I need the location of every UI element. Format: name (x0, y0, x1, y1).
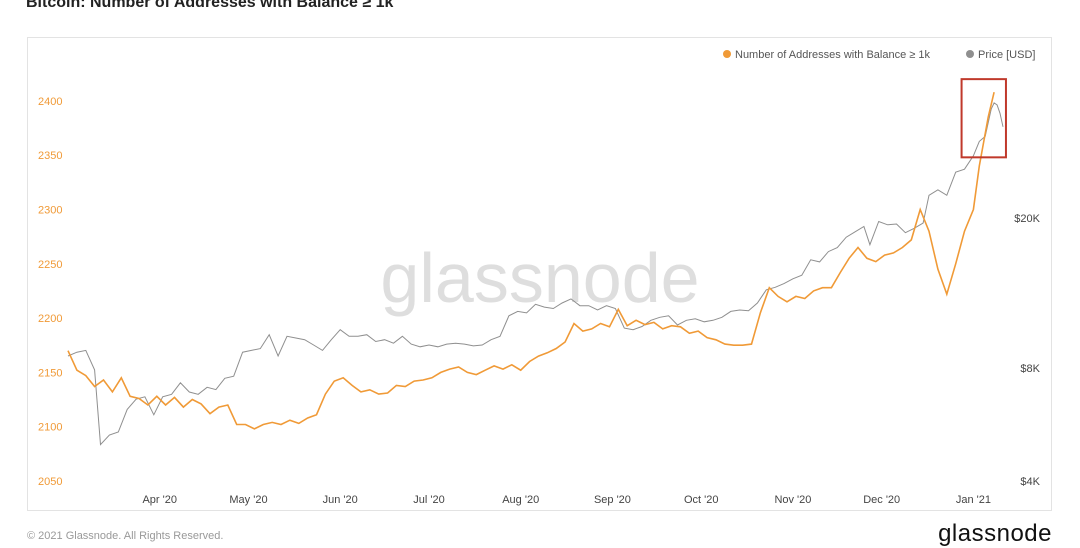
y-right-tick-label: $8K (1020, 363, 1040, 375)
y-right-tick-label: $4K (1020, 476, 1040, 488)
y-right-tick-label: $20K (1014, 213, 1040, 225)
y-left-tick-label: 2050 (38, 476, 62, 488)
x-tick-label: Oct '20 (684, 494, 719, 506)
legend-dot-price (966, 50, 974, 58)
addresses-line (67, 92, 995, 430)
legend-item-addresses[interactable]: Number of Addresses with Balance ≥ 1k (723, 49, 930, 61)
y-left-tick-label: 2100 (38, 422, 62, 434)
x-axis: Apr '20 May '20 Jun '20 Jul '20 Aug '20 Sep '… (142, 494, 991, 506)
x-tick-label: Sep '20 (594, 494, 631, 506)
chart-frame: glassnode Number of Addresses with Balan… (27, 37, 1052, 511)
legend-label-price: Price [USD] (978, 49, 1035, 61)
x-tick-label: Jun '20 (323, 494, 358, 506)
x-tick-label: Aug '20 (502, 494, 539, 506)
y-left-tick-label: 2150 (38, 367, 62, 379)
legend-label-addresses: Number of Addresses with Balance ≥ 1k (735, 49, 930, 61)
y-left-tick-label: 2350 (38, 150, 62, 162)
x-tick-label: Dec '20 (863, 494, 900, 506)
y-left-tick-label: 2250 (38, 259, 62, 271)
legend: Number of Addresses with Balance ≥ 1k Pr… (723, 49, 1035, 61)
x-tick-label: Nov '20 (774, 494, 811, 506)
watermark: glassnode (380, 239, 699, 317)
legend-item-price[interactable]: Price [USD] (966, 49, 1035, 61)
x-tick-label: Apr '20 (142, 494, 177, 506)
highlight-box (960, 78, 1007, 159)
y-axis-right: $4K $8K $20K (1014, 213, 1040, 488)
y-left-tick-label: 2400 (38, 96, 62, 108)
legend-dot-addresses (723, 50, 731, 58)
x-tick-label: May '20 (229, 494, 267, 506)
y-left-tick-label: 2300 (38, 204, 62, 216)
footer-copyright: © 2021 Glassnode. All Rights Reserved. (27, 530, 224, 542)
y-left-tick-label: 2200 (38, 313, 62, 325)
x-tick-label: Jan '21 (956, 494, 991, 506)
chart-svg: glassnode Number of Addresses with Balan… (38, 49, 1041, 506)
footer-logo: glassnode (938, 520, 1052, 547)
x-tick-label: Jul '20 (413, 494, 444, 506)
page-title: Bitcoin: Number of Addresses with Balanc… (26, 0, 394, 11)
y-axis-left: 2050 2100 2150 2200 2250 2300 2350 2400 (38, 96, 62, 488)
price-line (67, 102, 1004, 446)
